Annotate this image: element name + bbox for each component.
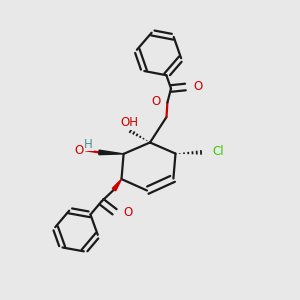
Text: O: O [152,95,161,108]
Text: OH: OH [120,116,138,129]
Polygon shape [112,179,122,191]
Text: O: O [75,144,84,157]
Text: O: O [193,80,203,94]
Text: O: O [123,206,132,219]
Text: Cl: Cl [212,145,224,158]
Polygon shape [99,150,124,155]
Text: H: H [84,137,93,151]
